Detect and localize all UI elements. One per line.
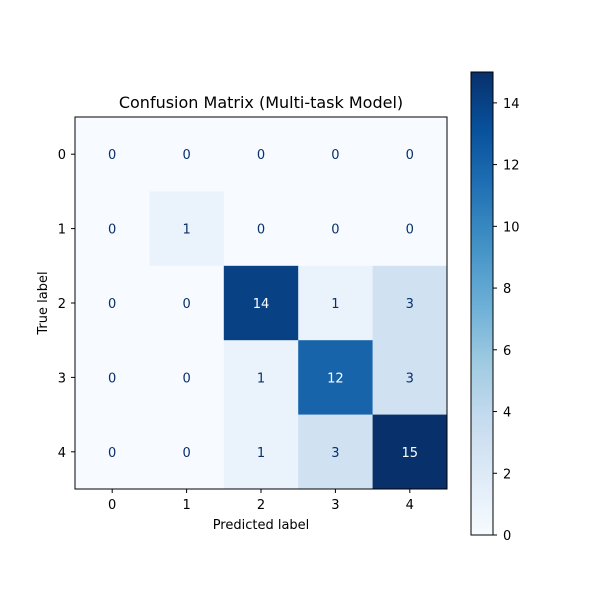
cell-value-label: 0 <box>108 371 116 386</box>
x-axis-ticks: 0 1 2 3 4 <box>108 489 414 513</box>
heatmap-cell <box>75 117 150 192</box>
cell-value-label: 0 <box>257 148 265 163</box>
colorbar-tick-label: 14 <box>503 97 520 112</box>
cell-value-label: 0 <box>182 297 190 312</box>
cell-value-label: 0 <box>331 148 339 163</box>
y-tick-label: 2 <box>58 297 66 312</box>
y-tick-label: 4 <box>58 446 66 461</box>
heatmap-cell <box>372 191 448 267</box>
cell-value-label: 12 <box>327 371 344 386</box>
heatmap-cell <box>149 414 225 490</box>
cell-value-label: 0 <box>406 148 414 163</box>
cell-value-label: 3 <box>406 297 414 312</box>
cell-value-label: 0 <box>108 223 116 238</box>
cell-value-label: 3 <box>406 371 414 386</box>
cell-value-label: 0 <box>182 446 190 461</box>
y-tick-label: 3 <box>58 371 66 386</box>
colorbar-tick-label: 0 <box>503 529 511 544</box>
heatmap-cell <box>298 265 373 341</box>
heatmap-cell <box>223 340 299 415</box>
x-tick-label: 2 <box>257 498 265 513</box>
cell-value-label: 0 <box>331 223 339 238</box>
heatmap-cell <box>223 117 299 192</box>
x-tick-label: 4 <box>406 498 414 513</box>
cell-value-label: 1 <box>182 223 190 238</box>
heatmap-cell <box>75 265 150 341</box>
heatmap-cell <box>149 117 225 192</box>
y-tick-label: 0 <box>58 148 66 163</box>
cell-value-label: 1 <box>331 297 339 312</box>
heatmap-cell <box>298 414 373 490</box>
colorbar-tick-label: 2 <box>503 467 511 482</box>
heatmap-cell <box>149 265 225 341</box>
heatmap-cell <box>298 340 373 415</box>
cell-value-label: 3 <box>331 446 339 461</box>
cell-value-label: 0 <box>257 223 265 238</box>
heatmap-cell <box>149 340 225 415</box>
heatmap-cell <box>372 340 448 415</box>
heatmap-cell <box>372 265 448 341</box>
cell-value-label: 15 <box>402 446 419 461</box>
colorbar-ticks: 0 2 4 6 8 10 12 14 <box>493 97 520 544</box>
heatmap-cell <box>223 414 299 490</box>
colorbar-tick-label: 8 <box>503 282 511 297</box>
x-axis-label: Predicted label <box>213 518 310 533</box>
cell-value-label: 0 <box>406 223 414 238</box>
colorbar <box>470 71 494 536</box>
colorbar-tick-label: 12 <box>503 159 520 174</box>
heatmap-cell <box>298 117 373 192</box>
heatmap-cell <box>149 191 225 267</box>
chart-title: Confusion Matrix (Multi-task Model) <box>119 93 403 112</box>
cell-value-label: 0 <box>108 148 116 163</box>
cell-value-label: 1 <box>257 446 265 461</box>
cell-value-label: 0 <box>182 148 190 163</box>
cell-value-label: 14 <box>253 297 270 312</box>
colorbar-tick-label: 4 <box>503 406 511 421</box>
y-tick-label: 1 <box>58 223 66 238</box>
x-tick-label: 1 <box>182 498 190 513</box>
y-axis-ticks: 0 1 2 3 4 <box>58 148 75 461</box>
heatmap-cell-labels: 0 0 0 0 0 0 1 0 0 0 0 0 14 1 3 0 0 1 12 3 0 0 1 3 15 <box>108 148 418 461</box>
cell-value-label: 0 <box>108 297 116 312</box>
y-axis-label: True label <box>36 271 51 335</box>
heatmap-cell <box>223 265 299 341</box>
x-tick-label: 3 <box>331 498 339 513</box>
heatmap-cell <box>372 414 448 490</box>
cell-value-label: 0 <box>182 371 190 386</box>
heatmap-cell <box>372 117 448 192</box>
heatmap-cell <box>223 191 299 267</box>
colorbar-tick-label: 6 <box>503 344 511 359</box>
x-tick-label: 0 <box>108 498 116 513</box>
cell-value-label: 0 <box>108 446 116 461</box>
heatmap-cell <box>298 191 373 267</box>
heatmap-cell <box>75 414 150 490</box>
heatmap-cell <box>75 191 150 267</box>
heatmap-cell <box>75 340 150 415</box>
colorbar-tick-label: 10 <box>503 220 520 235</box>
cell-value-label: 1 <box>257 371 265 386</box>
heatmap-cells <box>75 117 448 490</box>
